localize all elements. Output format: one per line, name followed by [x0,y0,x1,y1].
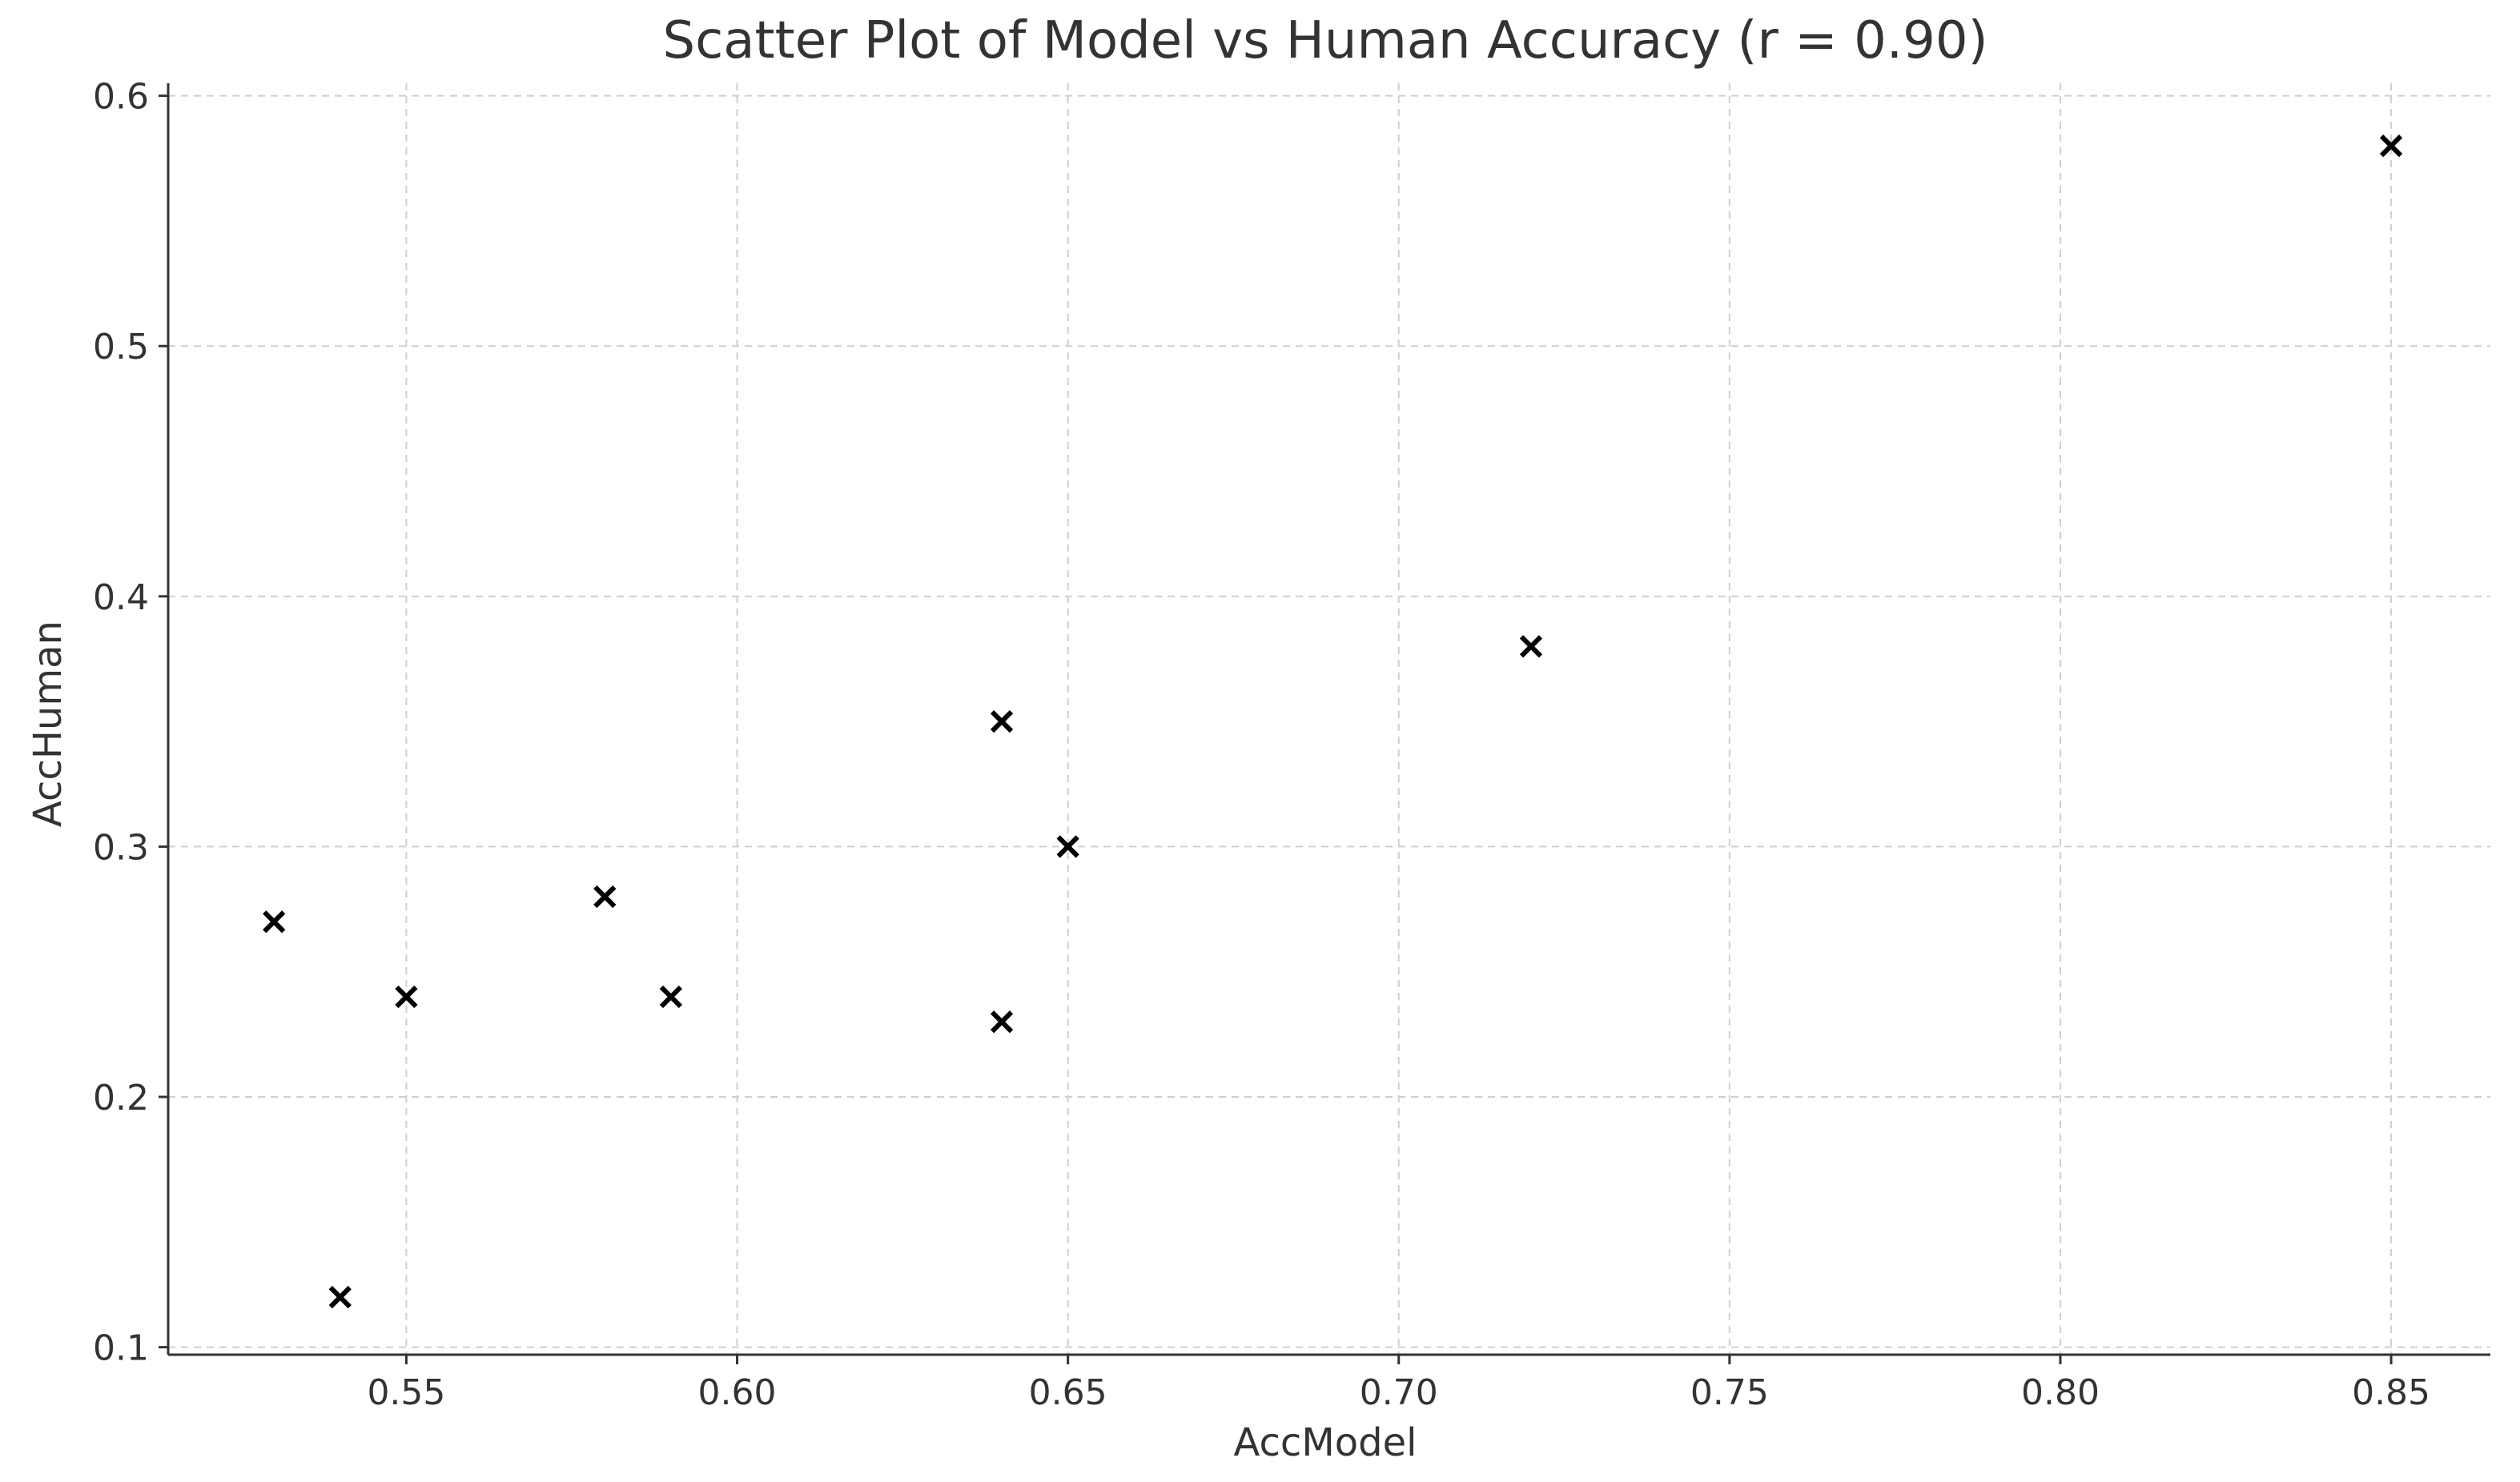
scatter-point [990,710,1014,733]
y-axis-label: AccHuman [26,621,70,827]
scatter-points [263,135,2403,1309]
y-tick-label: 0.4 [93,577,149,618]
scatter-point [328,1285,352,1309]
x-axis-label: AccModel [1234,1420,1417,1465]
x-tick-label: 0.85 [2352,1372,2430,1413]
y-tick-label: 0.5 [93,327,149,367]
y-tick-label: 0.3 [93,827,149,868]
scatter-point [2379,135,2403,158]
scatter-point [659,985,683,1009]
tick-labels: 0.55 0.60 0.65 0.70 0.75 0.80 0.85 0.1 0.2 0.3 0.4… [93,77,2430,1413]
x-tick-label: 0.60 [698,1372,777,1413]
x-tick-label: 0.70 [1360,1372,1438,1413]
scatter-point [990,1010,1014,1034]
x-tick-label: 0.65 [1029,1372,1107,1413]
axes [159,83,2490,1364]
y-tick-label: 0.6 [93,77,149,118]
grid-lines [168,83,2490,1355]
scatter-point [395,985,418,1009]
scatter-point [1519,635,1543,658]
x-tick-label: 0.80 [2021,1372,2100,1413]
scatter-point [263,910,286,934]
x-tick-label: 0.55 [367,1372,445,1413]
chart-title: Scatter Plot of Model vs Human Accuracy … [662,11,1987,70]
x-tick-label: 0.75 [1690,1372,1769,1413]
scatter-point [1056,835,1079,858]
y-tick-label: 0.2 [93,1078,149,1119]
y-tick-label: 0.1 [93,1328,149,1369]
scatter-point [593,885,617,909]
